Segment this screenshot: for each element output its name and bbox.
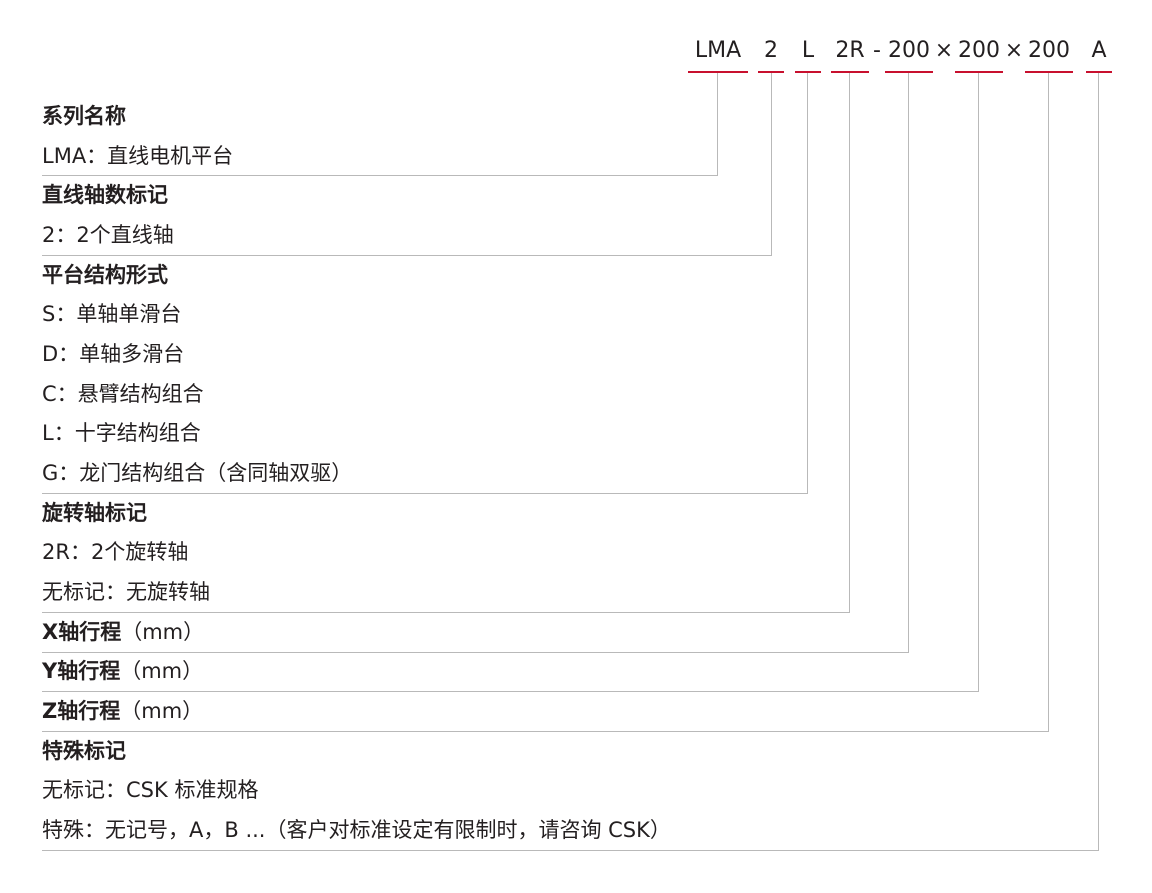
section-item-structure-s: S：单轴单滑台 xyxy=(42,302,182,326)
code-series: LMA xyxy=(694,38,742,63)
divider-series xyxy=(42,175,718,176)
section-heading-series: 系列名称 xyxy=(42,104,126,128)
code-special-underline xyxy=(1086,71,1112,73)
section-heading-axis-count: 直线轴数标记 xyxy=(42,183,168,207)
code-separator-dash: - xyxy=(873,38,881,63)
section-item-special-standard: 无标记：CSK 标准规格 xyxy=(42,778,259,802)
code-y-stroke-underline xyxy=(955,71,1003,73)
divider-axis-count xyxy=(42,255,772,256)
section-item-special-custom: 特殊：无记号，A，B ...（客户对标准设定有限制时，请咨询 CSK） xyxy=(42,818,671,842)
section-z-stroke: Z轴行程（mm） xyxy=(42,696,203,726)
section-item-axis-count: 2：2个直线轴 xyxy=(42,223,174,247)
section-item-structure-d: D：单轴多滑台 xyxy=(42,342,185,366)
code-axis-count: 2 xyxy=(764,38,778,63)
section-item-structure-l: L：十字结构组合 xyxy=(42,421,201,445)
section-unit-z-stroke: （mm） xyxy=(120,699,204,723)
section-item-structure-c: C：悬臂结构组合 xyxy=(42,382,204,406)
section-heading-special: 特殊标记 xyxy=(42,739,126,763)
divider-structure xyxy=(42,493,808,494)
code-separator-times: × xyxy=(934,38,954,63)
code-axis-count-underline xyxy=(758,71,784,73)
section-x-stroke: X轴行程（mm） xyxy=(42,617,204,647)
section-item-structure-g: G：龙门结构组合（含同轴双驱） xyxy=(42,461,353,485)
code-separator-times: × xyxy=(1004,38,1024,63)
section-heading-rotary: 旋转轴标记 xyxy=(42,501,147,525)
divider-y-stroke xyxy=(42,691,979,692)
section-heading-x-stroke: X轴行程 xyxy=(42,620,122,644)
code-special: A xyxy=(1091,38,1107,63)
section-heading-structure: 平台结构形式 xyxy=(42,263,168,287)
code-x-stroke: 200 xyxy=(888,38,930,63)
section-item-rotary-none: 无标记：无旋转轴 xyxy=(42,580,210,604)
connector-rotary xyxy=(849,73,850,612)
code-rotary-underline xyxy=(831,71,869,73)
section-item-series: LMA：直线电机平台 xyxy=(42,144,234,168)
section-unit-y-stroke: （mm） xyxy=(120,659,204,683)
code-rotary: 2R xyxy=(835,38,865,63)
connector-special xyxy=(1098,73,1099,850)
code-y-stroke: 200 xyxy=(958,38,1000,63)
section-y-stroke: Y轴行程（mm） xyxy=(42,656,203,686)
section-unit-x-stroke: （mm） xyxy=(121,620,205,644)
section-heading-z-stroke: Z轴行程 xyxy=(42,699,121,723)
code-series-underline xyxy=(688,71,748,73)
connector-z-stroke xyxy=(1048,73,1049,731)
section-item-rotary-2r: 2R：2个旋转轴 xyxy=(42,540,189,564)
code-x-stroke-underline xyxy=(885,71,933,73)
divider-x-stroke xyxy=(42,652,909,653)
connector-structure xyxy=(807,73,808,493)
divider-special xyxy=(42,850,1099,851)
divider-z-stroke xyxy=(42,731,1049,732)
section-heading-y-stroke: Y轴行程 xyxy=(42,659,121,683)
code-structure: L xyxy=(801,38,815,63)
code-structure-underline xyxy=(795,71,821,73)
connector-y-stroke xyxy=(978,73,979,691)
connector-series xyxy=(717,73,718,175)
code-z-stroke-underline xyxy=(1025,71,1073,73)
connector-axis-count xyxy=(771,73,772,255)
code-z-stroke: 200 xyxy=(1028,38,1070,63)
connector-x-stroke xyxy=(908,73,909,652)
divider-rotary xyxy=(42,612,850,613)
